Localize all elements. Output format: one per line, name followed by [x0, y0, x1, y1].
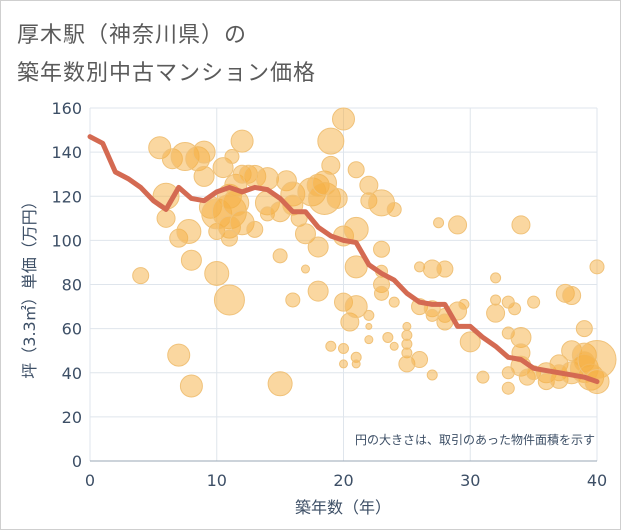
- y-tick-label: 120: [51, 187, 82, 206]
- data-point-bubble: [382, 331, 394, 343]
- y-tick-label: 60: [62, 320, 82, 339]
- data-point-bubble: [373, 240, 391, 258]
- bubble-series: [132, 107, 617, 398]
- data-point-bubble: [132, 267, 150, 285]
- data-point-bubble: [436, 260, 454, 278]
- data-point-bubble: [204, 260, 230, 286]
- data-point-bubble: [562, 286, 582, 306]
- tick-labels: 0 20 40 60 80 100 120 140 160 0 10 20 30 40: [51, 99, 607, 490]
- y-tick-label: 80: [62, 276, 82, 295]
- data-point-bubble: [402, 321, 412, 331]
- data-point-bubble: [326, 187, 348, 209]
- data-point-bubble: [347, 161, 365, 179]
- data-point-bubble: [230, 129, 254, 153]
- data-point-bubble: [272, 248, 288, 264]
- data-point-bubble: [307, 280, 329, 302]
- data-point-bubble: [374, 285, 390, 301]
- data-point-bubble: [364, 335, 374, 345]
- data-point-bubble: [343, 216, 369, 242]
- data-point-bubble: [300, 264, 310, 274]
- x-tick-label: 40: [587, 471, 607, 490]
- data-point-bubble: [213, 284, 245, 316]
- y-tick-label: 140: [51, 143, 82, 162]
- data-point-bubble: [448, 215, 468, 235]
- average-price-trend-line: [87, 134, 600, 385]
- data-point-bubble: [339, 359, 348, 369]
- data-point-bubble: [180, 249, 202, 271]
- data-point-bubble: [490, 294, 502, 306]
- data-point-bubble: [220, 229, 238, 247]
- x-tick-label: 30: [460, 471, 480, 490]
- data-point-bubble: [511, 215, 531, 235]
- data-point-bubble: [508, 302, 522, 316]
- data-point-bubble: [192, 140, 216, 164]
- data-point-bubble: [179, 374, 203, 398]
- data-point-bubble: [307, 236, 329, 258]
- data-point-bubble: [459, 331, 481, 353]
- data-point-bubble: [389, 341, 399, 351]
- data-point-bubble: [386, 201, 402, 217]
- data-point-bubble: [332, 107, 355, 131]
- y-tick-label: 40: [62, 364, 82, 383]
- chart-title-line-1: 厚木駅（神奈川県）の: [17, 23, 248, 48]
- data-point-bubble: [527, 295, 541, 309]
- data-point-bubble: [426, 369, 438, 381]
- data-point-bubble: [501, 381, 515, 395]
- data-point-bubble: [589, 259, 605, 275]
- data-point-bubble: [351, 359, 361, 369]
- x-axis-title: 築年数（年）: [295, 498, 391, 517]
- data-point-bubble: [411, 351, 429, 369]
- data-point-bubble: [246, 220, 264, 238]
- x-tick-label: 10: [207, 471, 227, 490]
- data-point-bubble: [338, 342, 349, 354]
- data-point-bubble: [365, 322, 373, 330]
- y-tick-label: 160: [51, 99, 82, 118]
- y-tick-label: 0: [72, 452, 82, 471]
- data-point-bubble: [294, 223, 316, 245]
- trend-line-group: [87, 134, 600, 385]
- data-point-bubble: [285, 292, 301, 308]
- data-point-bubble: [433, 217, 445, 229]
- data-point-bubble: [490, 272, 502, 284]
- y-axis-title: 坪（3.3㎡）単価（万円）: [20, 193, 39, 378]
- data-point-bubble: [224, 149, 240, 165]
- data-point-bubble: [344, 295, 368, 319]
- data-point-bubble: [321, 155, 341, 175]
- y-tick-label: 20: [62, 408, 82, 427]
- data-point-bubble: [317, 127, 345, 155]
- chart-title-line-2: 築年数別中古マンション価格: [17, 61, 317, 86]
- x-tick-label: 0: [85, 471, 95, 490]
- data-point-bubble: [458, 298, 470, 310]
- data-point-bubble: [176, 219, 202, 245]
- data-point-bubble: [156, 208, 176, 228]
- data-point-bubble: [167, 343, 191, 367]
- data-point-bubble: [363, 309, 375, 321]
- bubble-size-note: 円の大きさは、取引のあった物件面積を示す: [355, 432, 595, 447]
- data-point-bubble: [388, 296, 400, 308]
- data-point-bubble: [575, 320, 593, 338]
- data-point-bubble: [325, 340, 337, 352]
- x-tick-label: 20: [333, 471, 353, 490]
- data-point-bubble: [193, 165, 215, 187]
- data-point-bubble: [267, 371, 293, 397]
- data-point-bubble: [476, 370, 490, 384]
- data-point-bubble: [425, 308, 439, 322]
- data-point-bubble: [486, 303, 506, 323]
- data-point-bubble: [344, 255, 368, 279]
- y-tick-label: 100: [51, 231, 82, 250]
